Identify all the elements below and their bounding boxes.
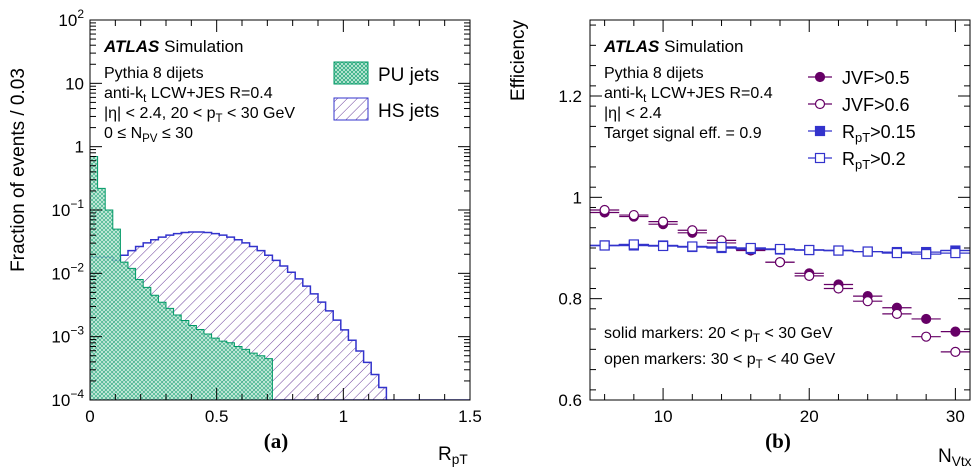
y-tick-label: 102 (58, 7, 84, 30)
data-point (774, 257, 786, 268)
x-tick-label: 30 (946, 407, 965, 426)
data-point (657, 240, 669, 252)
legend-marker (814, 125, 826, 137)
info-line: anti-kt LCW+JES R=0.4 (104, 85, 273, 105)
data-point (687, 241, 698, 252)
panel-b: 10 20 30 0.6 0.8 1 1.2 Efficiency NVtx (b) ATLAS S… (508, 19, 972, 469)
y-tick-label: 10 (65, 74, 84, 93)
x-tick-label: 0.5 (205, 407, 229, 426)
data-point (745, 242, 756, 254)
legend-label: RpT>0.15 (842, 122, 916, 145)
data-point (716, 241, 727, 253)
data-point (804, 270, 815, 281)
legend-marker (814, 71, 826, 83)
data-point (833, 245, 844, 256)
data-point (628, 209, 639, 221)
info-line: Target signal eff. = 0.9 (604, 125, 762, 142)
data-point (921, 331, 932, 342)
info-line: anti-kt LCW+JES R=0.4 (604, 85, 773, 105)
atlas-label: ATLAS Simulation (103, 37, 244, 56)
x-tick-label: 1.5 (458, 407, 482, 426)
y-tick-label: 0.6 (558, 391, 582, 410)
data-point (687, 225, 698, 236)
legend-label: JVF>0.6 (842, 95, 910, 115)
legend-label: PU jets (378, 65, 439, 86)
data-point (628, 239, 639, 250)
note-line: solid markers: 20 < pT < 30 GeV (604, 325, 833, 345)
atlas-label: ATLAS Simulation (603, 37, 744, 56)
info-line: Pythia 8 dijets (104, 65, 204, 82)
x-axis: 0 0.5 1 1.5 (85, 20, 482, 426)
data-point (833, 283, 844, 294)
data-point (891, 308, 903, 319)
data-point (657, 216, 669, 227)
y-tick-label: 10−3 (51, 324, 84, 347)
x-tick-label: 20 (800, 407, 819, 426)
data-point (862, 246, 873, 257)
y-axis-label: Fraction of events / 0.03 (8, 68, 29, 272)
legend-marker (814, 98, 826, 110)
note-line: open markers: 30 < pT < 40 GeV (604, 351, 836, 371)
y-axis-label: Efficiency (508, 20, 529, 101)
y-tick-label: 10−2 (51, 260, 84, 283)
data-point (804, 244, 815, 256)
info-line: |η| < 2.4, 20 < pT < 30 GeV (104, 105, 295, 125)
panel-label: (b) (765, 429, 791, 453)
y-tick-label: 1.2 (558, 87, 582, 106)
series-jvf-0-5 (590, 207, 970, 337)
y-tick-label: 1 (75, 138, 84, 157)
y-tick-label: 10−1 (51, 197, 84, 220)
data-point (950, 247, 961, 259)
x-tick-label: 10 (654, 407, 673, 426)
y-tick-label: 0.8 (558, 290, 582, 309)
plot-area (90, 155, 470, 400)
panel-label: (a) (264, 429, 289, 453)
x-tick-label: 0 (85, 407, 94, 426)
legend-swatch-pu (333, 61, 369, 85)
data-point (599, 204, 610, 216)
x-axis-label: RpT (438, 444, 468, 467)
data-point (774, 243, 786, 255)
legend-marker (814, 152, 826, 164)
legend: JVF>0.5 JVF>0.6 RpT>0.15 RpT>0.2 (808, 68, 916, 172)
x-axis: 10 20 30 (604, 20, 965, 426)
legend: PU jets HS jets (333, 61, 439, 122)
x-tick-label: 1 (339, 407, 348, 426)
series-rpt-0-2 (590, 239, 970, 260)
legend-label: HS jets (378, 101, 439, 122)
info-line: 0 ≤ NPV ≤ 30 (104, 125, 193, 145)
data-point (921, 313, 932, 325)
data-point (891, 247, 903, 259)
data-point (921, 248, 932, 260)
data-point (950, 326, 961, 337)
plot-area (590, 204, 970, 357)
y-axis: 0.6 0.8 1 1.2 (558, 24, 970, 410)
legend-label: JVF>0.5 (842, 68, 910, 88)
info-line: |η| < 2.4 (604, 105, 662, 122)
info-line: Pythia 8 dijets (604, 65, 704, 82)
y-tick-label: 1 (573, 188, 582, 207)
data-point (862, 296, 873, 307)
pu-jets-histogram (90, 155, 273, 400)
legend-label: RpT>0.2 (842, 149, 906, 172)
data-point (599, 240, 610, 251)
panel-a: 0 0.5 1 1.5 102 10 1 10−1 10−2 10−3 10−4 Fraction o… (8, 7, 482, 467)
y-axis: 102 10 1 10−1 10−2 10−3 10−4 (51, 7, 470, 410)
y-tick-label: 10−4 (51, 387, 84, 410)
legend-swatch-hs (333, 97, 369, 121)
x-axis-label: NVtx (938, 446, 972, 469)
data-point (950, 346, 961, 357)
